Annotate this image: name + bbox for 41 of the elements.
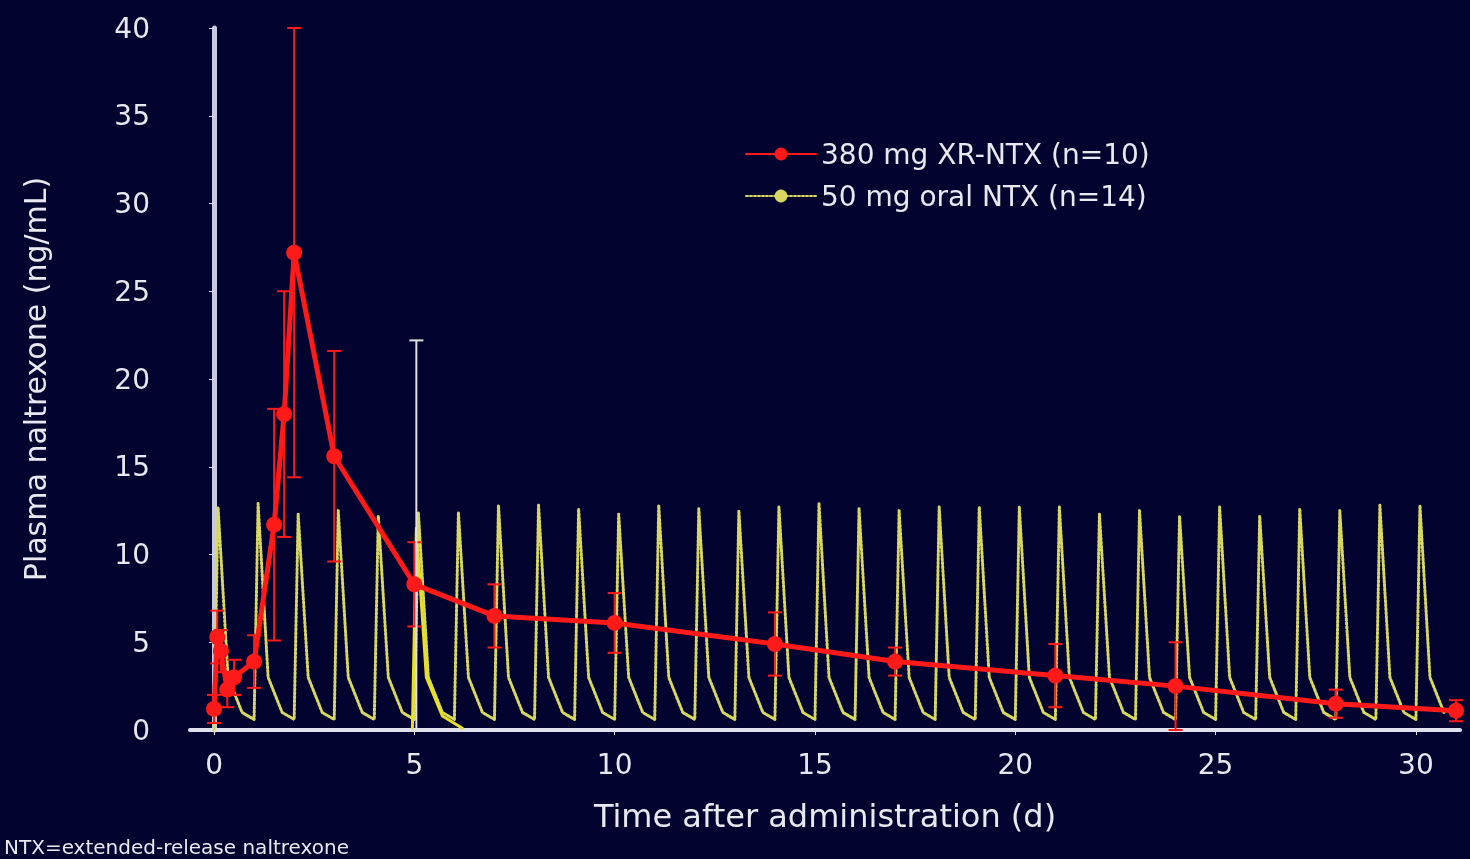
point bbox=[1047, 667, 1064, 684]
x-tick-label: 5 bbox=[405, 747, 424, 781]
x-tick-label: 15 bbox=[797, 747, 833, 781]
point bbox=[766, 636, 783, 652]
point bbox=[266, 516, 283, 533]
point bbox=[1167, 678, 1184, 695]
point bbox=[286, 244, 303, 261]
y-tick-label: 0 bbox=[132, 713, 150, 747]
x-tick-label: 0 bbox=[205, 747, 223, 781]
x-tick-label: 25 bbox=[1197, 747, 1234, 781]
point bbox=[209, 628, 226, 645]
legend-label: 380 mg XR-NTX (n=10) bbox=[821, 137, 1150, 171]
point bbox=[606, 614, 623, 631]
y-tick-label: 20 bbox=[114, 362, 150, 396]
y-tick-label: 15 bbox=[114, 450, 150, 484]
point bbox=[486, 607, 503, 624]
legend-label: 50 mg oral NTX (n=14) bbox=[821, 179, 1147, 213]
y-tick-label: 25 bbox=[114, 274, 150, 308]
point bbox=[219, 681, 236, 698]
point bbox=[406, 576, 423, 593]
x-tick-label: 30 bbox=[1398, 747, 1434, 781]
y-tick-label: 40 bbox=[114, 11, 150, 45]
point bbox=[226, 669, 243, 686]
point bbox=[246, 653, 263, 670]
y-tick-label: 10 bbox=[114, 538, 150, 571]
x-tick-label: 20 bbox=[997, 747, 1034, 781]
y-tick-label: 35 bbox=[114, 99, 150, 133]
point bbox=[206, 700, 223, 717]
text: NTX=extended-release naltrexone bbox=[4, 835, 349, 859]
point bbox=[276, 406, 293, 423]
line-series bbox=[212, 502, 1446, 732]
x-tick-label: 10 bbox=[596, 747, 633, 781]
x-axis-title: Time after administration (d) bbox=[592, 797, 1057, 835]
point bbox=[1448, 702, 1464, 719]
y-tick-label: 5 bbox=[132, 625, 150, 659]
y-tick-label: 30 bbox=[114, 187, 150, 220]
point bbox=[1327, 695, 1344, 712]
point bbox=[212, 643, 229, 660]
point bbox=[887, 653, 904, 670]
point bbox=[326, 448, 343, 465]
y-axis-title: Plasma naltrexone (ng/mL) bbox=[17, 176, 53, 582]
